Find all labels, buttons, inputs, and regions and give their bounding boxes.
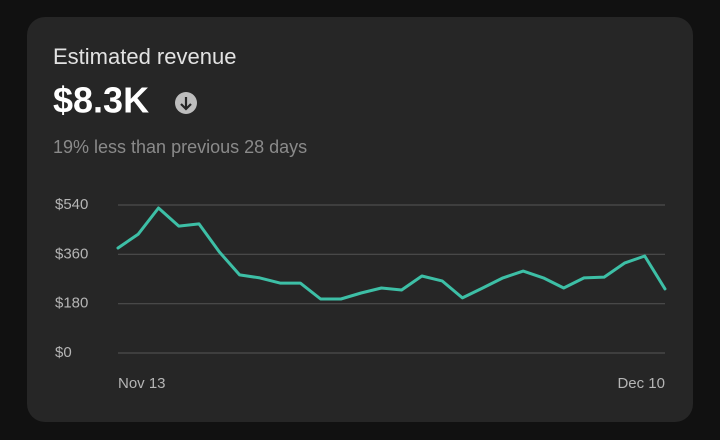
trend-down-icon <box>175 92 197 114</box>
card <box>27 17 693 422</box>
comparison-text: 19% less than previous 28 days <box>53 137 307 157</box>
card-title: Estimated revenue <box>53 44 236 69</box>
y-tick-label: $360 <box>55 245 88 262</box>
y-tick-label: $0 <box>55 344 72 361</box>
chart: $0 $180 $360 $540 Nov 13 Dec 10 <box>55 196 667 392</box>
x-tick-label: Nov 13 <box>118 375 166 392</box>
revenue-line <box>116 206 667 301</box>
y-tick-label: $180 <box>55 295 88 312</box>
revenue-value: $8.3K <box>53 80 149 121</box>
x-tick-label: Dec 10 <box>617 375 665 392</box>
y-tick-label: $540 <box>55 196 88 213</box>
